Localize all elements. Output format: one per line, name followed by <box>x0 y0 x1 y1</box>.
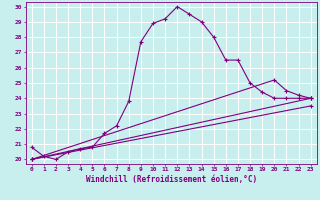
X-axis label: Windchill (Refroidissement éolien,°C): Windchill (Refroidissement éolien,°C) <box>86 175 257 184</box>
